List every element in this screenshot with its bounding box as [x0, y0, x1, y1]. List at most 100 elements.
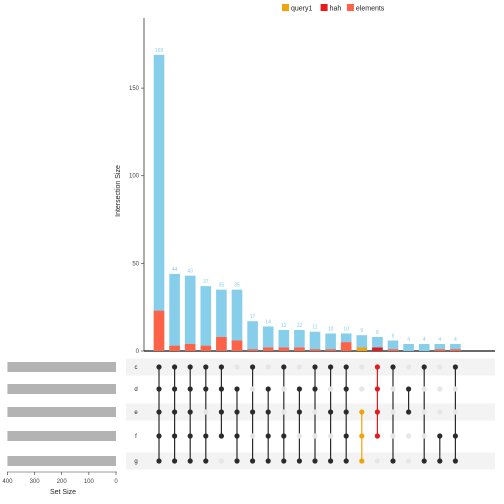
intersection-bar: [403, 343, 414, 351]
intersection-count-label: 6: [392, 333, 395, 339]
matrix-dot-active: [265, 386, 271, 392]
matrix-dot-active: [203, 433, 209, 439]
elements-overlay-bar: [325, 349, 336, 351]
matrix-dots: [156, 364, 458, 464]
matrix-dot-active: [218, 386, 224, 392]
matrix-dot-inactive: [359, 364, 365, 370]
matrix-dot-active: [265, 433, 271, 439]
intersection-count-label: 4: [454, 337, 457, 343]
matrix-dot-inactive: [406, 364, 412, 370]
set-label-e: e: [134, 410, 138, 416]
matrix-dot-active: [328, 458, 334, 464]
intersection-bar: [450, 343, 461, 351]
legend-label-elements: elements: [356, 6, 385, 13]
matrix-dot-inactive: [265, 364, 271, 370]
matrix-dot-active: [374, 364, 380, 370]
intersection-bar: [231, 289, 243, 351]
matrix-dot-active: [172, 458, 178, 464]
intersection-bar: [153, 54, 165, 351]
matrix-dot-active: [187, 364, 193, 370]
intersection-count-label: 10: [328, 326, 334, 332]
matrix-dot-active: [187, 433, 193, 439]
intersection-count-label: 4: [438, 337, 441, 343]
matrix-dot-inactive: [390, 409, 396, 415]
set-size-tick-label: 300: [30, 479, 41, 485]
matrix-dot-active: [343, 433, 349, 439]
elements-overlay-bar: [216, 336, 227, 351]
intersection-count-label: 43: [187, 269, 193, 275]
matrix-dot-active: [374, 409, 380, 415]
set-size-plot: 400 300 200 100 0 Set Size: [2, 362, 118, 496]
matrix-dot-active: [172, 433, 178, 439]
legend-swatch-query1: [282, 4, 289, 11]
matrix-stripe: [126, 403, 495, 421]
matrix-dot-inactive: [281, 409, 287, 415]
matrix-dot-active: [421, 364, 427, 370]
matrix-dot-active: [218, 364, 224, 370]
elements-overlay-bar: [262, 347, 274, 351]
matrix-dot-active: [296, 409, 302, 415]
matrix-dot-active: [187, 386, 193, 392]
matrix-dot-inactive: [218, 458, 224, 464]
intersection-count-label: 44: [172, 267, 178, 273]
intersection-count-label: 4: [423, 337, 426, 343]
matrix-dot-inactive: [312, 433, 318, 439]
elements-overlay-bar: [387, 349, 399, 351]
intersection-count-label: 10: [343, 326, 349, 332]
set-labels: c d e f g: [134, 365, 138, 465]
set-size-bar-g: [7, 456, 116, 466]
intersection-count-label: 17: [250, 314, 256, 320]
matrix-dot-active: [406, 386, 412, 392]
matrix-dot-active: [156, 364, 162, 370]
matrix-dot-active: [437, 433, 443, 439]
set-size-tick-label: 0: [114, 479, 118, 485]
matrix-dot-active: [296, 386, 302, 392]
matrix-dot-active: [218, 433, 224, 439]
elements-overlay-bar: [153, 310, 165, 351]
intersection-count-label: 8: [376, 330, 379, 336]
intersection-bar: [278, 329, 290, 351]
matrix-dot-inactive: [390, 386, 396, 392]
set-size-tick-label: 100: [84, 479, 95, 485]
intersection-bar: [262, 326, 274, 351]
matrix-dot-active: [406, 409, 412, 415]
intersection-bar: [184, 275, 196, 351]
matrix-dot-active: [250, 364, 256, 370]
set-size-bar-f: [7, 431, 116, 441]
set-size-bar-e: [7, 407, 116, 417]
intersection-bar: [294, 329, 305, 351]
matrix-dot-active: [187, 409, 193, 415]
matrix-dot-active: [172, 386, 178, 392]
matrix-dot-active: [156, 458, 162, 464]
elements-overlay-bar: [434, 349, 446, 351]
matrix-dot-inactive: [437, 386, 443, 392]
y-ticks: 0 50 100 150: [129, 86, 144, 355]
y-tick-label: 150: [129, 86, 140, 92]
matrix-dot-inactive: [296, 433, 302, 439]
matrix-stripe: [126, 452, 495, 470]
matrix-dot-active: [234, 458, 240, 464]
set-size-ticks: 400 300 200 100 0: [2, 472, 118, 485]
y-tick-label: 50: [132, 261, 139, 267]
y-axis-title: Intersection Size: [115, 165, 122, 217]
intersection-bar: [169, 273, 180, 351]
set-label-d: d: [134, 387, 137, 393]
matrix-dot-inactive: [359, 386, 365, 392]
matrix-dot-inactive: [421, 433, 427, 439]
matrix-dot-inactive: [250, 433, 256, 439]
matrix-dot-inactive: [390, 433, 396, 439]
legend-swatch-elements: [346, 4, 354, 11]
matrix-dot-active: [156, 409, 162, 415]
matrix-dot-active: [328, 364, 334, 370]
matrix-dot-active: [203, 364, 209, 370]
intersection-count-label: 37: [203, 279, 209, 285]
intersection-bar: [434, 343, 446, 351]
matrix-dot-inactive: [312, 409, 318, 415]
matrix-dot-inactive: [421, 386, 427, 392]
intersection-count-label: 12: [297, 323, 303, 329]
matrix-dot-active: [187, 458, 193, 464]
intersection-bar: [387, 340, 399, 351]
matrix-dot-active: [390, 458, 396, 464]
